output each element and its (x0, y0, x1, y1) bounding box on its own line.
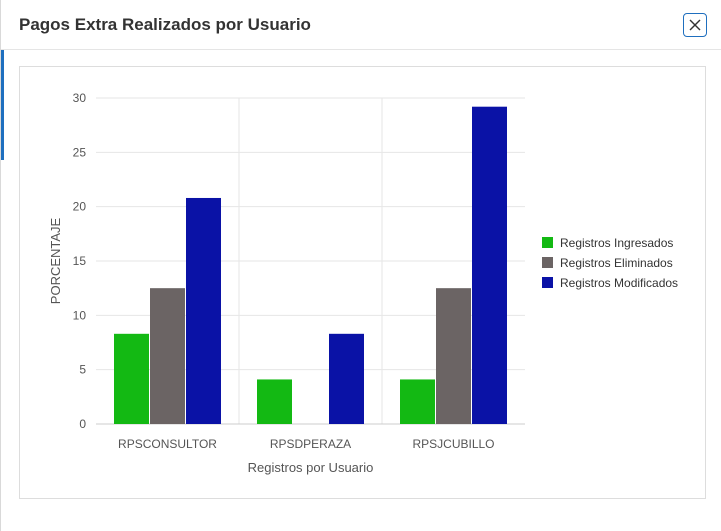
modal-title: Pagos Extra Realizados por Usuario (19, 15, 311, 34)
y-tick-label: 20 (73, 200, 87, 214)
bar-modificados (329, 333, 364, 424)
modal-header: Pagos Extra Realizados por Usuario (1, 0, 721, 50)
y-tick-label: 15 (73, 254, 87, 268)
bar-modificados (472, 106, 507, 424)
bar-ingresados (114, 333, 149, 424)
y-tick-label: 0 (79, 417, 86, 431)
bar-eliminados (150, 288, 185, 424)
y-tick-label: 10 (73, 308, 87, 322)
close-icon (689, 19, 701, 31)
modal-edge-accent (1, 50, 4, 160)
y-tick-label: 25 (73, 145, 87, 159)
y-axis-title: PORCENTAJE (48, 217, 63, 304)
close-button[interactable] (683, 13, 707, 37)
bar-chart: 0 5 10 15 20 25 30 RPSCONSULTOR RPSDPERAZA RPSJCU… (48, 91, 678, 475)
bar-ingresados (257, 379, 292, 424)
y-tick-label: 30 (73, 91, 87, 105)
x-tick-label: RPSCONSULTOR (118, 437, 217, 451)
legend-label: Registros Ingresados (560, 236, 673, 250)
x-axis-title: Registros por Usuario (248, 460, 374, 475)
x-tick-label: RPSJCUBILLO (412, 437, 494, 451)
legend-swatch (542, 257, 553, 268)
legend-label: Registros Eliminados (560, 256, 673, 270)
legend-swatch (542, 277, 553, 288)
bar-eliminados (436, 288, 471, 424)
y-tick-label: 5 (79, 363, 86, 377)
legend-swatch (542, 237, 553, 248)
bar-modificados (186, 197, 221, 424)
legend-label: Registros Modificados (560, 276, 678, 290)
x-tick-label: RPSDPERAZA (270, 437, 351, 451)
chart-panel: 0 5 10 15 20 25 30 RPSCONSULTOR RPSDPERAZA RPSJCU… (19, 66, 706, 499)
bar-ingresados (400, 379, 435, 424)
